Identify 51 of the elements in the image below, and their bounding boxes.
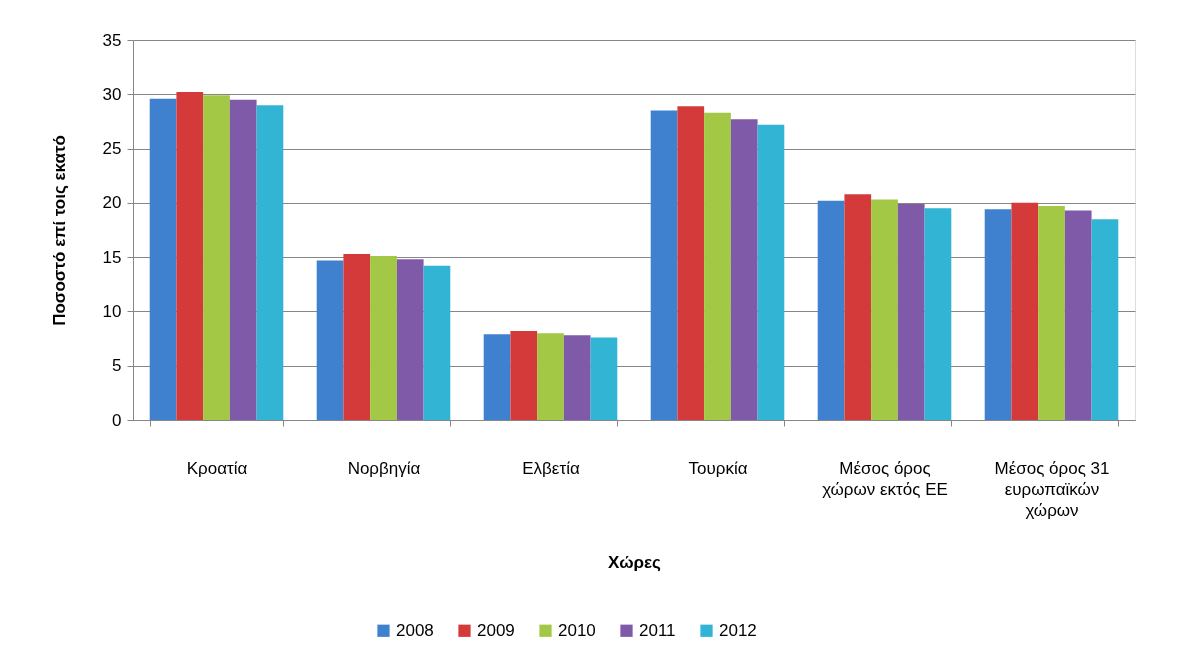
bar <box>871 199 898 420</box>
bar <box>897 203 925 420</box>
x-tick-label: Μέσος όρος χώρων εκτός ΕΕ <box>822 458 948 499</box>
x-axis-title: Χώρες <box>608 552 662 572</box>
bar <box>1064 210 1092 420</box>
bar <box>316 260 344 420</box>
bar <box>396 259 424 420</box>
legend-label: 2012 <box>719 620 757 640</box>
y-tick-label: 15 <box>102 247 122 267</box>
bar <box>370 256 397 420</box>
bar <box>149 98 177 420</box>
bar <box>1011 202 1039 420</box>
legend-label: 2010 <box>558 620 596 640</box>
x-tick-label: Μέσος όρος 31 ευρωπαϊκών χώρων <box>994 458 1110 520</box>
bar <box>1091 219 1119 420</box>
legend-label: 2008 <box>396 620 434 640</box>
y-tick-label: 25 <box>102 139 122 159</box>
bar <box>704 112 731 420</box>
bar <box>844 194 872 420</box>
x-tick-label: Νορβηγία <box>347 458 421 478</box>
bar <box>423 265 451 420</box>
bar <box>510 330 538 420</box>
legend-label: 2011 <box>639 620 676 640</box>
bar <box>483 334 511 420</box>
y-tick-label: 5 <box>112 356 122 376</box>
y-tick-label: 10 <box>102 301 122 321</box>
bar <box>817 200 845 420</box>
bar <box>730 119 758 420</box>
bar <box>203 95 230 420</box>
y-tick-label: 30 <box>102 84 122 104</box>
x-tick-label: Κροατία <box>186 458 248 478</box>
bar <box>677 106 705 420</box>
bar <box>590 337 618 420</box>
bar <box>650 110 678 420</box>
bar <box>924 208 952 420</box>
bar <box>1038 206 1065 420</box>
bar <box>563 335 591 420</box>
x-tick-label: Ελβετία <box>522 458 580 478</box>
bar <box>176 92 204 420</box>
x-tick-label: Τουρκία <box>688 458 748 478</box>
bar <box>256 105 284 420</box>
bar <box>757 124 785 420</box>
y-tick-label: 0 <box>112 410 122 430</box>
bar <box>229 99 257 420</box>
y-tick-label: 35 <box>102 30 122 50</box>
legend-label: 2009 <box>477 620 515 640</box>
bar <box>343 253 371 420</box>
bar <box>984 209 1012 420</box>
bar <box>537 333 564 420</box>
y-axis-title: Ποσοστό επί τοις εκατό <box>49 135 69 326</box>
y-tick-label: 20 <box>102 193 122 213</box>
